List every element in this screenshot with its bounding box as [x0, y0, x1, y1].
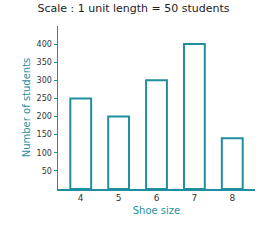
svg-text:150: 150 — [37, 130, 52, 139]
svg-text:6: 6 — [154, 193, 160, 203]
svg-text:8: 8 — [229, 193, 235, 203]
svg-text:400: 400 — [37, 40, 52, 49]
svg-text:Shoe size: Shoe size — [133, 205, 181, 216]
svg-text:100: 100 — [37, 149, 52, 158]
svg-text:7: 7 — [192, 193, 198, 203]
svg-text:Number of students: Number of students — [21, 58, 32, 158]
svg-text:250: 250 — [37, 94, 52, 103]
svg-text:50: 50 — [42, 167, 52, 176]
svg-text:4: 4 — [78, 193, 84, 203]
svg-text:200: 200 — [37, 112, 52, 121]
svg-text:350: 350 — [37, 58, 52, 67]
svg-text:300: 300 — [37, 76, 52, 85]
svg-text:Scale : 1 unit length = 50 stu: Scale : 1 unit length = 50 students — [37, 2, 229, 15]
svg-text:5: 5 — [116, 193, 122, 203]
